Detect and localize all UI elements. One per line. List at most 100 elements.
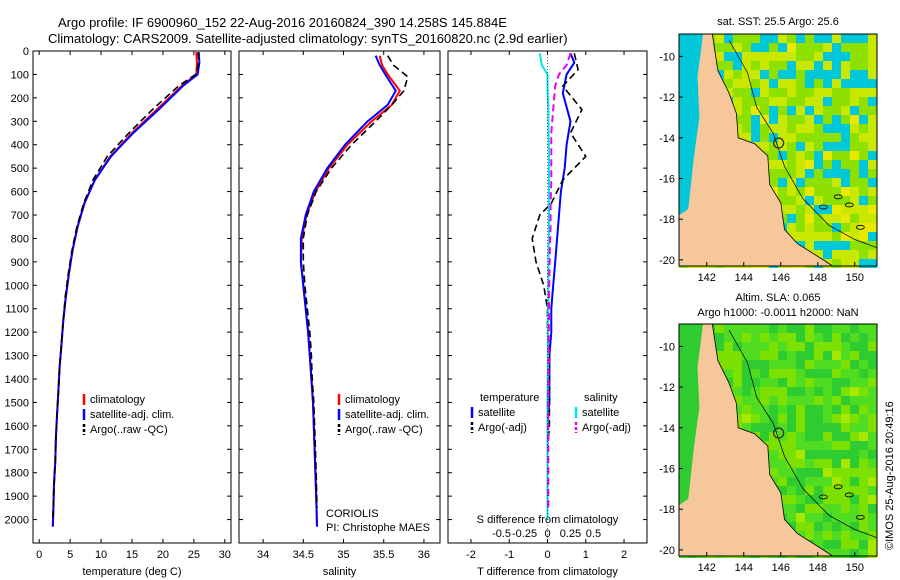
ocean-cell bbox=[751, 378, 760, 387]
ocean-cell bbox=[778, 151, 787, 160]
series-line-1 bbox=[531, 53, 587, 508]
reef bbox=[855, 514, 865, 520]
ocean-cell bbox=[823, 178, 832, 187]
temperature-panel: 0100200300400500600700800900100011001200… bbox=[5, 46, 232, 578]
ocean-cell bbox=[796, 169, 805, 178]
ocean-cell bbox=[778, 196, 787, 205]
gulf-water bbox=[679, 34, 704, 216]
ocean-cell bbox=[859, 115, 868, 124]
ocean-cell bbox=[841, 169, 850, 178]
ocean-cell bbox=[841, 387, 850, 396]
ocean-cell bbox=[814, 396, 823, 405]
ocean-cell bbox=[841, 441, 850, 450]
ocean-cell bbox=[841, 115, 850, 124]
ocean-cell bbox=[832, 43, 841, 52]
ocean-cell bbox=[823, 223, 832, 232]
ocean-cell bbox=[868, 214, 877, 223]
ocean-cell bbox=[868, 360, 877, 369]
ocean-cell bbox=[868, 342, 877, 351]
ocean-cell bbox=[832, 241, 841, 250]
ocean-cell bbox=[760, 351, 769, 360]
ocean-cell bbox=[859, 106, 868, 115]
x-tick-label: 25 bbox=[188, 549, 200, 561]
ocean-cell bbox=[769, 79, 778, 88]
ocean-cell bbox=[760, 369, 769, 378]
ocean-cell bbox=[868, 513, 877, 522]
ocean-cell bbox=[814, 79, 823, 88]
ocean-cell bbox=[823, 169, 832, 178]
ocean-cell bbox=[850, 531, 859, 540]
lon-tick-label: 146 bbox=[772, 272, 790, 284]
ocean-cell bbox=[787, 513, 796, 522]
y-tick-label: 800 bbox=[11, 233, 29, 245]
ocean-cell bbox=[868, 142, 877, 151]
x-tick-label: 20 bbox=[157, 549, 169, 561]
ocean-cell bbox=[769, 115, 778, 124]
ocean-cell bbox=[850, 115, 859, 124]
ocean-cell bbox=[859, 169, 868, 178]
ocean-cell bbox=[814, 360, 823, 369]
ocean-cell bbox=[823, 441, 832, 450]
ocean-cell bbox=[841, 52, 850, 61]
ocean-cell bbox=[769, 133, 778, 142]
ocean-cell bbox=[769, 142, 778, 151]
y-tick-label: 1200 bbox=[5, 327, 29, 339]
ocean-cell bbox=[859, 405, 868, 414]
ocean-cell bbox=[841, 378, 850, 387]
ocean-cell bbox=[823, 342, 832, 351]
ocean-cell bbox=[805, 142, 814, 151]
ocean-cell bbox=[814, 241, 823, 250]
ocean-cell bbox=[859, 232, 868, 241]
legend-label: Argo(..raw -QC) bbox=[90, 424, 168, 436]
legend-header: temperature bbox=[480, 392, 539, 404]
ocean-cell bbox=[823, 387, 832, 396]
ocean-cell bbox=[868, 52, 877, 61]
ocean-cell bbox=[742, 324, 751, 333]
ocean-cell bbox=[796, 495, 805, 504]
ocean-cell bbox=[733, 378, 742, 387]
ocean-cell bbox=[787, 342, 796, 351]
ocean-cell bbox=[805, 477, 814, 486]
ocean-cell bbox=[796, 70, 805, 79]
ocean-cell bbox=[787, 70, 796, 79]
ocean-cell bbox=[823, 486, 832, 495]
ocean-cell bbox=[823, 333, 832, 342]
ocean-cell bbox=[832, 187, 841, 196]
ocean-cell bbox=[859, 369, 868, 378]
sla-map-title: Altim. SLA: 0.065 bbox=[736, 292, 821, 304]
ocean-cell bbox=[832, 52, 841, 61]
ocean-cell bbox=[859, 540, 868, 549]
ocean-cell bbox=[805, 468, 814, 477]
ocean-cell bbox=[859, 124, 868, 133]
ocean-cell bbox=[733, 34, 742, 43]
ocean-cell bbox=[832, 178, 841, 187]
ocean-cell bbox=[823, 513, 832, 522]
ocean-cell bbox=[868, 549, 877, 558]
sst-map: 142 144 146 148 150 -10 -12 -14 -16 -18 -20 sat. SS… bbox=[659, 16, 878, 284]
ocean-cell bbox=[814, 504, 823, 513]
ocean-cell bbox=[769, 459, 778, 468]
ocean-cell bbox=[868, 196, 877, 205]
ocean-cell bbox=[823, 97, 832, 106]
ocean-cell bbox=[742, 61, 751, 70]
ocean-cell bbox=[796, 52, 805, 61]
sla-map: 142 144 146 148 150 -10 -12 -14 -16 -18 -20 Altim. … bbox=[659, 292, 878, 574]
ocean-cell bbox=[796, 423, 805, 432]
ocean-cell bbox=[841, 504, 850, 513]
ocean-cell bbox=[868, 396, 877, 405]
ocean-cell bbox=[742, 133, 751, 142]
ocean-cell bbox=[733, 342, 742, 351]
ocean-cell bbox=[787, 97, 796, 106]
ocean-cell bbox=[850, 151, 859, 160]
ocean-cell bbox=[778, 106, 787, 115]
y-tick-label: 900 bbox=[11, 257, 29, 269]
ocean-cell bbox=[814, 432, 823, 441]
ocean-cell bbox=[850, 61, 859, 70]
ocean-cell bbox=[814, 531, 823, 540]
lon-tick-label: 146 bbox=[772, 562, 790, 574]
ocean-cell bbox=[796, 360, 805, 369]
ocean-cell bbox=[850, 504, 859, 513]
ocean-cell bbox=[868, 250, 877, 259]
lon-tick-label: 148 bbox=[809, 272, 827, 284]
ocean-cell bbox=[841, 405, 850, 414]
